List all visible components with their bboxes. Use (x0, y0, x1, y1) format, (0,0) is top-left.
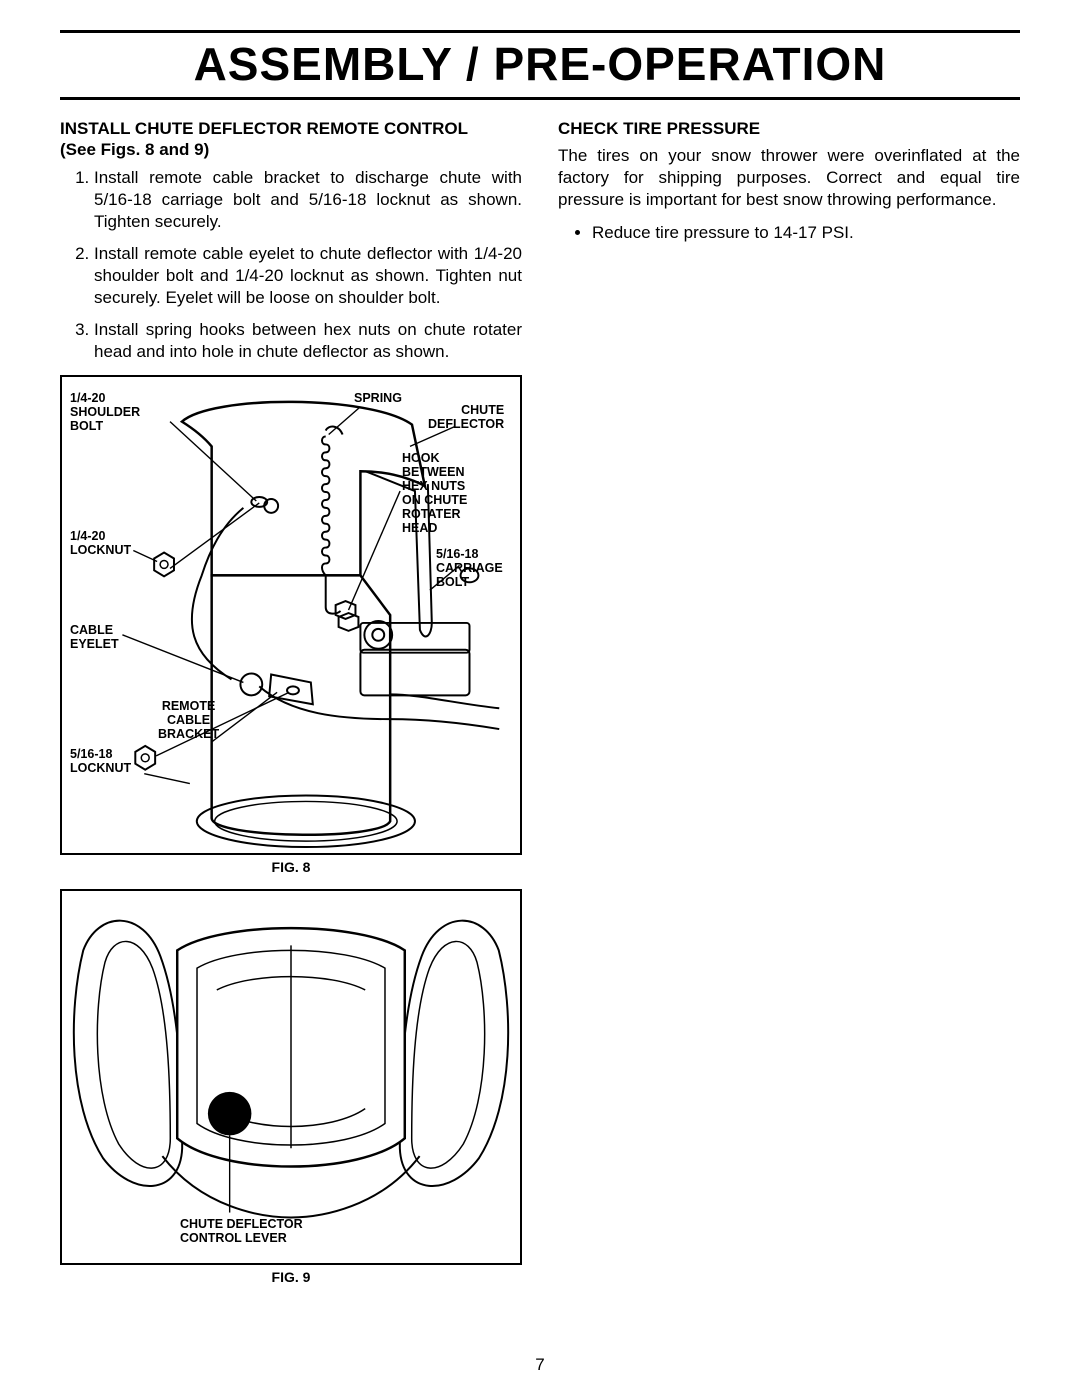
step-2: Install remote cable eyelet to chute def… (94, 243, 522, 309)
two-column-layout: INSTALL CHUTE DEFLECTOR REMOTE CONTROL (… (60, 118, 1020, 1285)
page-number: 7 (0, 1355, 1080, 1375)
heading-line-2: (See Figs. 8 and 9) (60, 139, 522, 160)
label-shoulder-bolt: 1/4-20 SHOULDER BOLT (70, 391, 140, 433)
figure-9-box: CHUTE DEFLECTOR CONTROL LEVER (60, 889, 522, 1265)
label-locknut-5-16: 5/16-18 LOCKNUT (70, 747, 131, 775)
tire-bullet-1: Reduce tire pressure to 14-17 PSI. (592, 222, 1020, 244)
figure-8-diagram (62, 377, 520, 853)
step-3: Install spring hooks between hex nuts on… (94, 319, 522, 363)
figure-9-diagram (62, 891, 520, 1263)
figure-9-caption: FIG. 9 (60, 1269, 522, 1285)
install-steps-list: Install remote cable bracket to discharg… (60, 167, 522, 364)
manual-page: ASSEMBLY / PRE-OPERATION INSTALL CHUTE D… (0, 0, 1080, 1397)
tire-bullets: Reduce tire pressure to 14-17 PSI. (558, 222, 1020, 244)
title-bar: ASSEMBLY / PRE-OPERATION (60, 30, 1020, 100)
section-heading-install: INSTALL CHUTE DEFLECTOR REMOTE CONTROL (… (60, 118, 522, 161)
label-control-lever: CHUTE DEFLECTOR CONTROL LEVER (180, 1217, 303, 1245)
label-carriage-bolt: 5/16-18 CARRIAGE BOLT (436, 547, 503, 589)
page-title: ASSEMBLY / PRE-OPERATION (60, 37, 1020, 91)
right-column: CHECK TIRE PRESSURE The tires on your sn… (558, 118, 1020, 1285)
label-remote-bracket: REMOTE CABLE BRACKET (158, 699, 219, 741)
figure-8-caption: FIG. 8 (60, 859, 522, 875)
label-hook: HOOK BETWEEN HEX NUTS ON CHUTE ROTATER H… (402, 451, 467, 535)
label-locknut-1-4: 1/4-20 LOCKNUT (70, 529, 131, 557)
label-chute-deflector: CHUTE DEFLECTOR (428, 403, 504, 431)
heading-line-1: INSTALL CHUTE DEFLECTOR REMOTE CONTROL (60, 119, 468, 138)
left-column: INSTALL CHUTE DEFLECTOR REMOTE CONTROL (… (60, 118, 522, 1285)
tire-paragraph: The tires on your snow thrower were over… (558, 145, 1020, 211)
label-cable-eyelet: CABLE EYELET (70, 623, 119, 651)
figure-8-box: 1/4-20 SHOULDER BOLT SPRING CHUTE DEFLEC… (60, 375, 522, 855)
label-spring: SPRING (354, 391, 402, 405)
section-heading-tire: CHECK TIRE PRESSURE (558, 118, 1020, 139)
step-1: Install remote cable bracket to discharg… (94, 167, 522, 233)
